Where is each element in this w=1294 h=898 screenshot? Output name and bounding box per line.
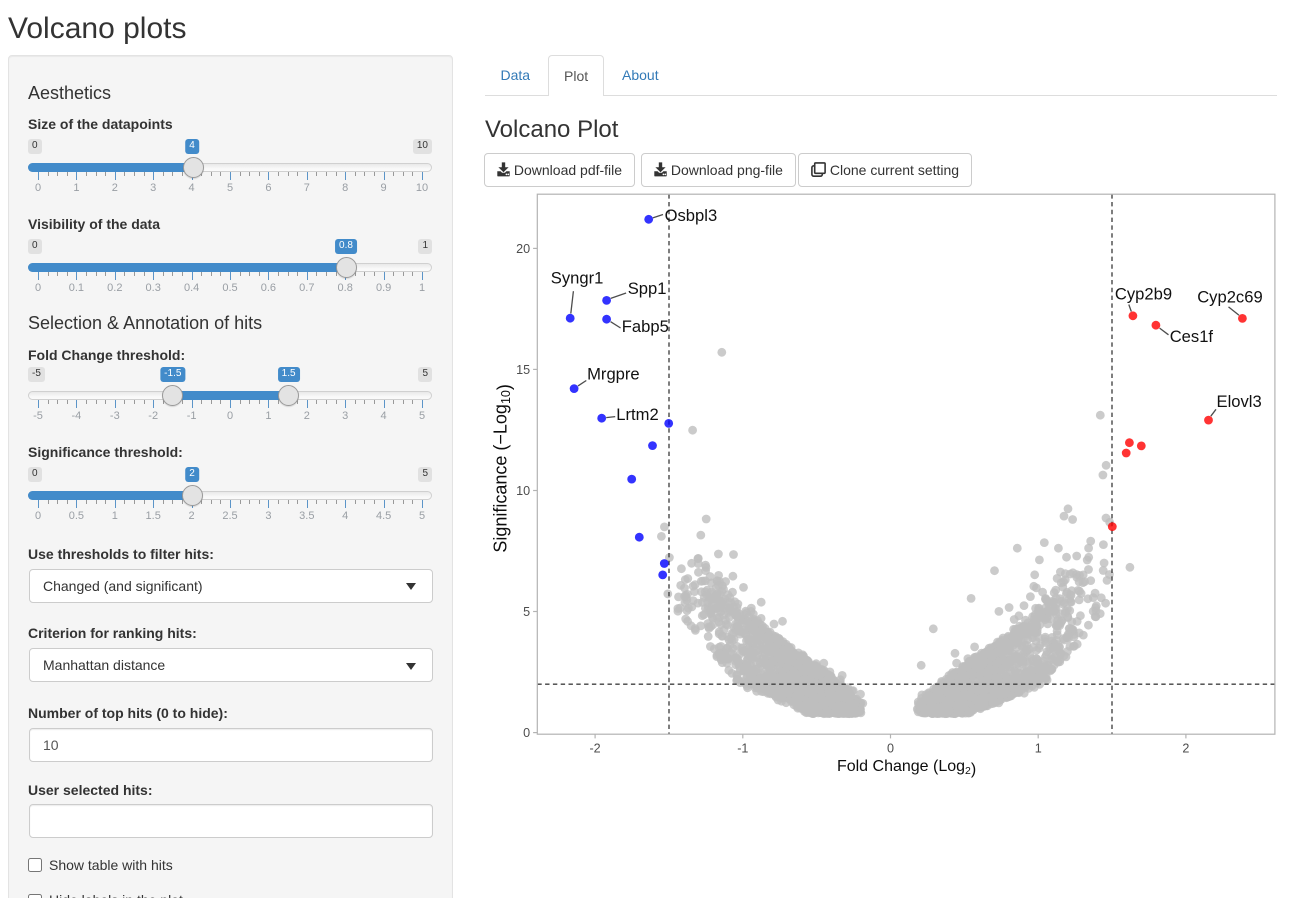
svg-text:5: 5 xyxy=(523,605,530,619)
svg-text:2: 2 xyxy=(1182,742,1189,756)
svg-text:Syngr1: Syngr1 xyxy=(551,269,604,288)
svg-text:Spp1: Spp1 xyxy=(628,279,667,298)
svg-text:Cyp2b9: Cyp2b9 xyxy=(1115,284,1172,303)
svg-text:Ces1f: Ces1f xyxy=(1170,327,1214,346)
svg-text:Fabp5: Fabp5 xyxy=(622,317,669,336)
svg-text:10: 10 xyxy=(516,484,530,498)
svg-text:Mrgpre: Mrgpre xyxy=(587,364,640,383)
svg-text:Cyp2c69: Cyp2c69 xyxy=(1197,288,1263,307)
svg-text:-1: -1 xyxy=(737,742,748,756)
svg-text:15: 15 xyxy=(516,363,530,377)
svg-text:Fold Change (Log2): Fold Change (Log2) xyxy=(837,758,976,778)
svg-text:0: 0 xyxy=(523,726,530,740)
svg-text:20: 20 xyxy=(516,242,530,256)
svg-text:1: 1 xyxy=(1035,742,1042,756)
svg-text:Osbpl3: Osbpl3 xyxy=(665,206,718,225)
svg-text:Lrtm2: Lrtm2 xyxy=(616,405,658,424)
svg-text:Elovl3: Elovl3 xyxy=(1217,392,1262,411)
svg-text:Significance (−Log10): Significance (−Log10) xyxy=(490,384,514,553)
svg-text:-2: -2 xyxy=(589,742,600,756)
svg-text:0: 0 xyxy=(887,742,894,756)
